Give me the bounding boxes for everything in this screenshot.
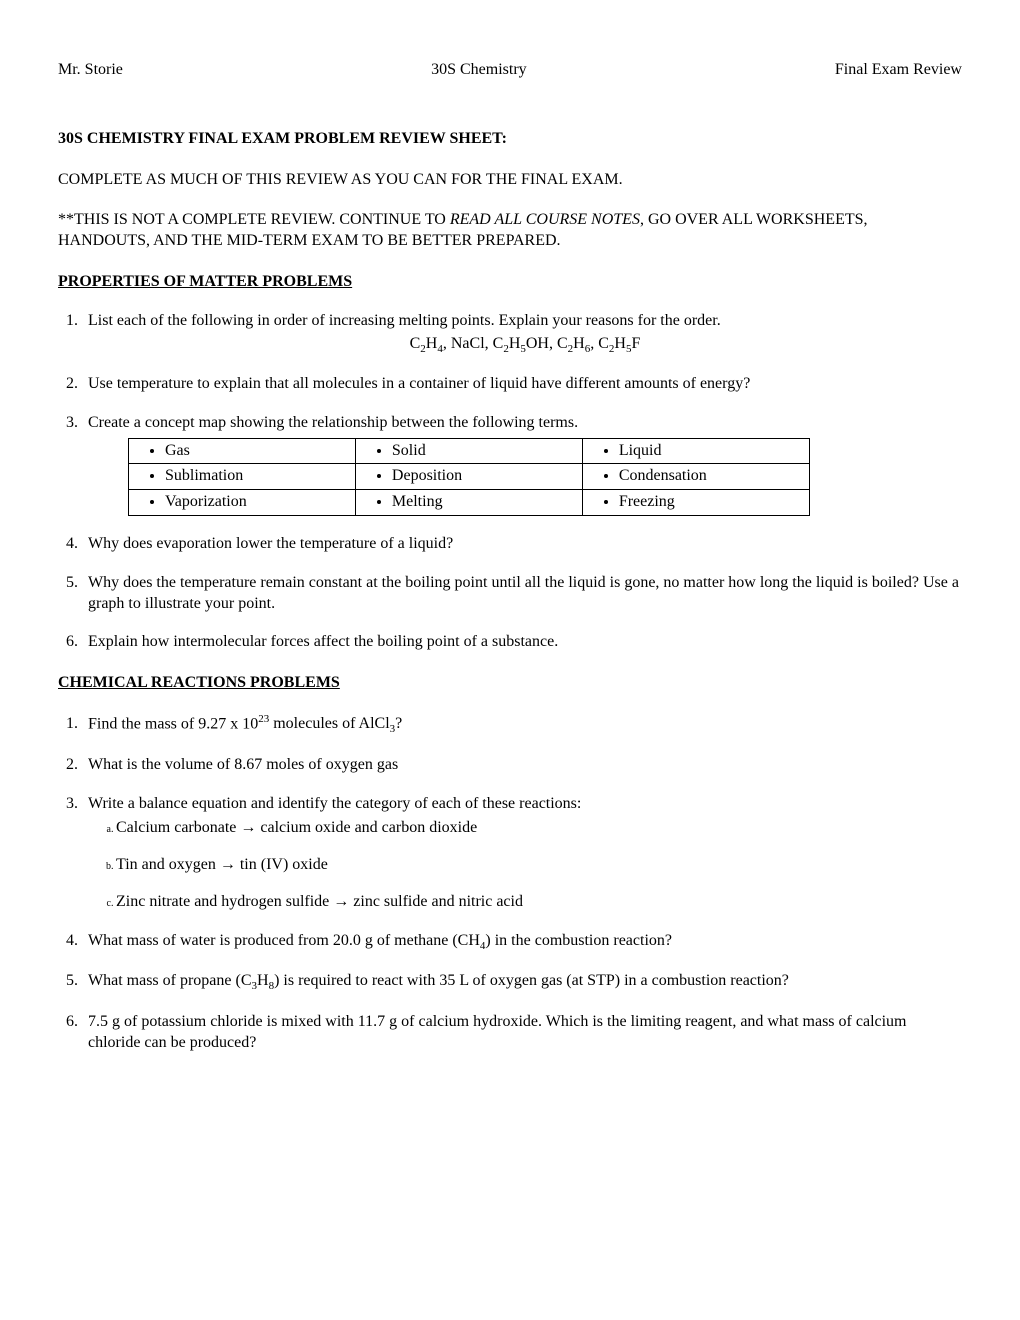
s2-q5: What mass of propane (C3H8) is required …: [82, 971, 962, 993]
header-left: Mr. Storie: [58, 60, 123, 81]
s2-q3c: Zinc nitrate and hydrogen sulfide → zinc…: [116, 892, 962, 913]
s2-q3a: Calcium carbonate → calcium oxide and ca…: [116, 818, 962, 839]
cell-r1c1: Deposition: [392, 466, 574, 487]
concept-table: Gas Solid Liquid Sublimation Deposition …: [128, 438, 810, 516]
s1-q1-compounds: C2H4, NaCl, C2H5OH, C2H6, C2H5F: [88, 334, 962, 356]
instruction-line-2: **THIS IS NOT A COMPLETE REVIEW. CONTINU…: [58, 210, 962, 252]
s1-q4: Why does evaporation lower the temperatu…: [82, 534, 962, 555]
section1-list: List each of the following in order of i…: [58, 311, 962, 653]
s2-q3-sublist: Calcium carbonate → calcium oxide and ca…: [88, 818, 962, 912]
s2-q3b: Tin and oxygen → tin (IV) oxide: [116, 855, 962, 876]
instruction2-pre: **THIS IS NOT A COMPLETE REVIEW. CONTINU…: [58, 211, 450, 228]
s1-q3: Create a concept map showing the relatio…: [82, 413, 962, 516]
cell-r1c2: Condensation: [619, 466, 801, 487]
section2-list: Find the mass of 9.27 x 1023 molecules o…: [58, 712, 962, 1053]
document-title: 30S CHEMISTRY FINAL EXAM PROBLEM REVIEW …: [58, 129, 962, 150]
section1-heading: PROPERTIES OF MATTER PROBLEMS: [58, 272, 962, 293]
header-center: 30S Chemistry: [431, 60, 527, 81]
cell-r1c0: Sublimation: [165, 466, 347, 487]
cell-r0c1: Solid: [392, 441, 574, 462]
s2-q4: What mass of water is produced from 20.0…: [82, 931, 962, 953]
s2-q6: 7.5 g of potassium chloride is mixed wit…: [82, 1012, 962, 1054]
instruction2-italic: READ ALL COURSE NOTES: [450, 211, 640, 228]
s1-q1: List each of the following in order of i…: [82, 311, 962, 356]
s1-q3-text: Create a concept map showing the relatio…: [88, 414, 578, 431]
page-header: Mr. Storie 30S Chemistry Final Exam Revi…: [58, 60, 962, 81]
s1-q6: Explain how intermolecular forces affect…: [82, 632, 962, 653]
s2-q1: Find the mass of 9.27 x 1023 molecules o…: [82, 712, 962, 737]
s2-q3: Write a balance equation and identify th…: [82, 794, 962, 913]
s2-q1-pre: Find the mass of 9.27 x 10: [88, 715, 258, 732]
s1-q2: Use temperature to explain that all mole…: [82, 374, 962, 395]
instruction-line-1: COMPLETE AS MUCH OF THIS REVIEW AS YOU C…: [58, 170, 962, 191]
s2-q3-text: Write a balance equation and identify th…: [88, 795, 581, 812]
cell-r2c0: Vaporization: [165, 492, 347, 513]
header-right: Final Exam Review: [835, 60, 962, 81]
cell-r2c1: Melting: [392, 492, 574, 513]
s2-q2: What is the volume of 8.67 moles of oxyg…: [82, 755, 962, 776]
s2-q1-post: molecules of AlCl3?: [269, 715, 402, 732]
cell-r0c2: Liquid: [619, 441, 801, 462]
s1-q1-text: List each of the following in order of i…: [88, 312, 721, 329]
s2-q1-sup: 23: [258, 713, 269, 725]
cell-r0c0: Gas: [165, 441, 347, 462]
cell-r2c2: Freezing: [619, 492, 801, 513]
s1-q5: Why does the temperature remain constant…: [82, 573, 962, 615]
section2-heading: CHEMICAL REACTIONS PROBLEMS: [58, 673, 962, 694]
